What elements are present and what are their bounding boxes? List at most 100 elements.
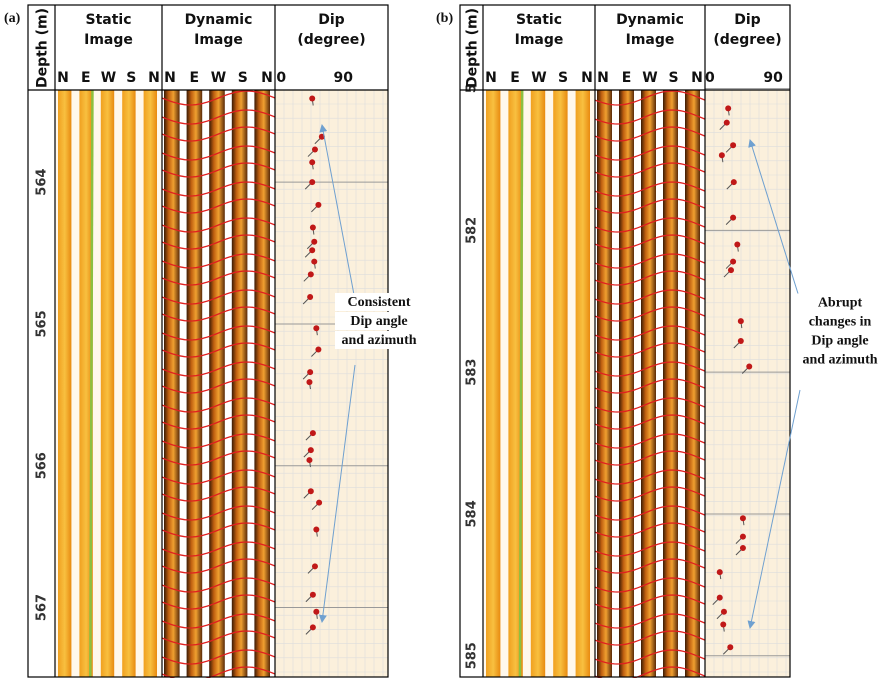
static-pad — [100, 90, 115, 677]
compass-label: N — [597, 70, 609, 86]
static-pad — [575, 90, 590, 677]
dip-header: (degree) — [713, 32, 781, 48]
sinusoid — [594, 486, 706, 502]
sinusoid — [161, 397, 276, 413]
compass-label: N — [485, 70, 497, 86]
compass-label: E — [189, 70, 199, 86]
annotation-bg — [796, 312, 879, 331]
compass-label: W — [211, 70, 226, 86]
sinusoid — [161, 217, 276, 233]
compass-label: S — [558, 70, 568, 86]
tadpole — [307, 488, 314, 495]
sinusoid — [161, 361, 276, 377]
compass-label: W — [101, 70, 116, 86]
tadpole — [718, 152, 725, 159]
sinusoid — [594, 198, 706, 214]
arrow — [319, 124, 356, 301]
static-pad — [508, 90, 523, 677]
sinusoid — [161, 325, 276, 341]
tadpole — [306, 457, 313, 464]
sinusoid — [594, 325, 706, 341]
tadpole — [307, 447, 314, 454]
sinusoid — [594, 253, 706, 269]
sinusoid — [161, 594, 276, 610]
sinusoid — [161, 270, 276, 286]
tadpole — [739, 515, 746, 522]
tadpole — [730, 214, 737, 221]
tadpole — [730, 179, 737, 186]
depth-tick-label: 584 — [465, 500, 480, 527]
sinusoid — [594, 397, 706, 413]
tadpole — [720, 608, 727, 615]
tadpole — [316, 499, 323, 506]
dynamic-pad — [641, 90, 656, 677]
dynamic-header: Dynamic — [616, 12, 684, 28]
arrow — [748, 139, 801, 301]
sinusoid — [161, 486, 276, 502]
tadpole — [313, 325, 320, 332]
sinusoid — [161, 522, 276, 538]
dip-tick-label: 0 — [276, 70, 286, 86]
static-pad — [143, 90, 157, 677]
annotation: Abrupt — [818, 296, 863, 311]
sinusoid — [161, 378, 276, 394]
tadpole — [309, 430, 316, 437]
tadpole — [313, 526, 320, 533]
dynamic-pad — [209, 90, 225, 677]
annotation-bg — [796, 350, 879, 369]
annotation-bg — [796, 331, 879, 350]
dynamic-pad — [597, 90, 612, 677]
dip-header: Dip — [318, 12, 344, 28]
tadpole — [716, 569, 723, 576]
tadpole — [730, 258, 737, 265]
sinusoid — [594, 630, 706, 646]
sinusoid — [594, 126, 706, 142]
dynamic-pad — [186, 90, 203, 677]
static-header: Static — [85, 12, 131, 28]
compass-label: N — [164, 70, 176, 86]
static-header: Image — [515, 32, 564, 48]
depth-tick-label: 585 — [465, 642, 480, 669]
tadpole — [313, 608, 320, 615]
compass-label: S — [668, 70, 678, 86]
sinusoid — [594, 181, 706, 197]
compass-label: E — [510, 70, 520, 86]
dip-track — [705, 90, 790, 677]
dip-header: (degree) — [297, 32, 365, 48]
panel-frame — [459, 4, 791, 678]
static-pad — [486, 90, 501, 677]
sinusoid — [594, 217, 706, 233]
tadpole — [307, 294, 314, 301]
tadpole — [727, 644, 734, 651]
compass-label: N — [57, 70, 69, 86]
depth-tick-label: 583 — [465, 359, 480, 386]
annotation: changes in — [809, 315, 872, 330]
tadpole — [720, 621, 727, 628]
sinusoid — [594, 613, 706, 629]
annotation: Dip angle — [811, 334, 868, 349]
sinusoid — [161, 666, 276, 678]
dynamic-header: Image — [194, 32, 243, 48]
depth-header: Depth (m) — [465, 8, 481, 88]
depth-tick-label: 5 — [465, 84, 480, 93]
sinusoid — [594, 469, 706, 485]
sinusoid — [594, 666, 706, 678]
sinusoid — [594, 414, 706, 430]
tadpole — [318, 133, 325, 140]
tadpole — [737, 318, 744, 325]
sinusoid — [594, 145, 706, 161]
sinusoid — [161, 433, 276, 449]
arrow — [747, 389, 801, 629]
compass-label: E — [622, 70, 632, 86]
tadpole — [309, 159, 316, 166]
sinusoid — [594, 289, 706, 305]
dip-tick-label: 90 — [333, 70, 353, 86]
panel-label: (b) — [436, 11, 453, 26]
annotation-bg — [796, 293, 879, 312]
sinusoid — [594, 594, 706, 610]
sinusoid — [594, 558, 706, 574]
sinusoid — [161, 181, 276, 197]
sinusoid — [594, 90, 706, 106]
compass-label: E — [81, 70, 91, 86]
sinusoid — [161, 469, 276, 485]
